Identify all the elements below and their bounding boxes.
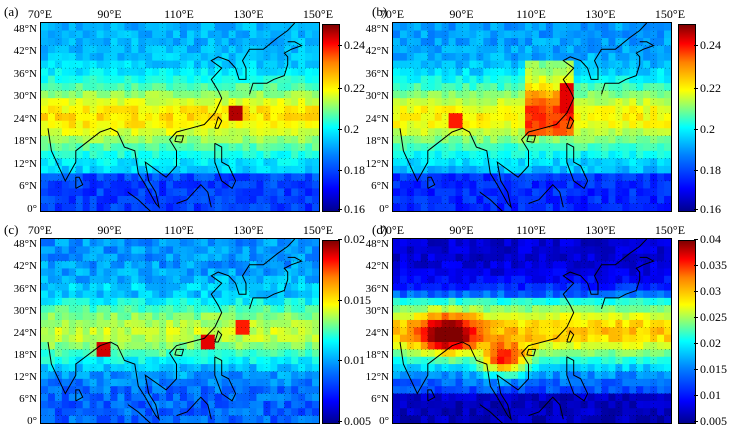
colorbar-tick-label: 0.015 [338,292,371,307]
lat-tick-label: 42°N [365,45,389,58]
panel-label: (b) [372,4,388,19]
colorbar-tick-label: 0.24 [694,38,721,53]
lat-tick-label: 42°N [365,260,389,273]
colorbar-tick-label: 0.005 [338,414,371,428]
lon-tick-label: 130°E [233,223,264,237]
map-area [40,238,320,424]
colorbar-tick-label: 0.18 [694,162,721,177]
lon-tick-label: 110°E [516,223,546,237]
lat-tick-label: 12°N [13,370,37,383]
colorbar [322,240,340,424]
lon-tick-label: 70°E [379,7,405,21]
lon-tick-label: 150°E [302,7,334,21]
map-area [392,22,672,212]
lat-tick-label: 42°N [13,45,37,58]
heatmap-grid [41,23,319,211]
colorbar-tick-label: 0.02 [338,232,365,246]
lon-tick-label: 110°E [516,7,546,21]
lon-tick-label: 110°E [164,7,194,21]
lon-tick-label: 90°E [449,223,474,237]
panel-label: (a) [4,4,19,19]
lat-tick-label: 24°N [365,112,389,125]
colorbar-tick-label: 0.03 [694,284,721,298]
colorbar-tick-label: 0.18 [338,162,365,177]
colorbar-tick-label: 0.22 [338,81,365,96]
panel-label: (d) [372,222,388,237]
colorbar [678,24,696,212]
map-area [40,22,320,212]
lon-tick-label: 150°E [654,7,686,21]
lat-tick-label: 18°N [13,135,37,148]
lat-tick-label: 12°N [365,157,389,170]
lat-tick-label: 6°N [371,180,389,193]
lat-tick-label: 48°N [365,238,389,251]
lon-tick-label: 70°E [27,7,53,21]
colorbar-tick-label: 0.2 [338,122,359,137]
lat-tick-label: 24°N [13,112,37,125]
lon-tick-label: 70°E [27,223,53,237]
lon-tick-label: 150°E [654,223,686,237]
lon-tick-label: 90°E [449,7,474,21]
lon-tick-label: 90°E [97,7,122,21]
heatmap-grid [393,239,671,423]
lat-tick-label: 12°N [13,157,37,170]
colorbar-tick-label: 0.04 [694,232,721,246]
lon-tick-label: 130°E [585,7,616,21]
lon-tick-label: 130°E [233,7,264,21]
lat-tick-label: 48°N [13,22,37,35]
colorbar-tick-label: 0.01 [694,388,721,402]
lon-tick-label: 130°E [585,223,616,237]
map-area [392,238,672,424]
colorbar-tick-label: 0.16 [338,202,365,216]
lat-tick-label: 48°N [365,22,389,35]
heatmap-grid [393,23,671,211]
colorbar-tick-label: 0.16 [694,202,721,216]
lat-tick-label: 30°N [13,90,37,103]
lat-tick-label: 36°N [365,67,389,80]
colorbar-tick-label: 0.015 [694,362,727,376]
colorbar-tick-label: 0.01 [338,353,365,368]
lat-tick-label: 0° [27,415,37,427]
lon-tick-label: 150°E [302,223,334,237]
lat-tick-label: 36°N [365,282,389,295]
lat-tick-label: 18°N [13,348,37,361]
lat-tick-label: 0° [379,203,389,215]
colorbar [322,24,340,212]
lon-tick-label: 70°E [379,223,405,237]
lat-tick-label: 30°N [365,90,389,103]
colorbar-tick-label: 0.22 [694,81,721,96]
lon-tick-label: 90°E [97,223,122,237]
lat-tick-label: 36°N [13,282,37,295]
panel-label: (c) [4,222,19,237]
lat-tick-label: 6°N [371,392,389,405]
heatmap-grid [41,239,319,423]
lat-tick-label: 18°N [365,135,389,148]
lon-tick-label: 110°E [164,223,194,237]
lat-tick-label: 6°N [19,180,37,193]
colorbar-tick-label: 0.24 [338,38,365,53]
colorbar-tick-label: 0.025 [694,310,727,324]
colorbar-tick-label: 0.005 [694,414,727,428]
lat-tick-label: 30°N [13,304,37,317]
lat-tick-label: 24°N [365,326,389,339]
colorbar [678,240,696,424]
lat-tick-label: 24°N [13,326,37,339]
lat-tick-label: 36°N [13,67,37,80]
lat-tick-label: 30°N [365,304,389,317]
lat-tick-label: 18°N [365,348,389,361]
lat-tick-label: 0° [27,203,37,215]
colorbar-tick-label: 0.035 [694,258,727,272]
colorbar-tick-label: 0.02 [694,336,721,350]
lat-tick-label: 12°N [365,370,389,383]
colorbar-tick-label: 0.2 [694,122,715,137]
lat-tick-label: 6°N [19,392,37,405]
lat-tick-label: 0° [379,415,389,427]
lat-tick-label: 48°N [13,238,37,251]
lat-tick-label: 42°N [13,260,37,273]
